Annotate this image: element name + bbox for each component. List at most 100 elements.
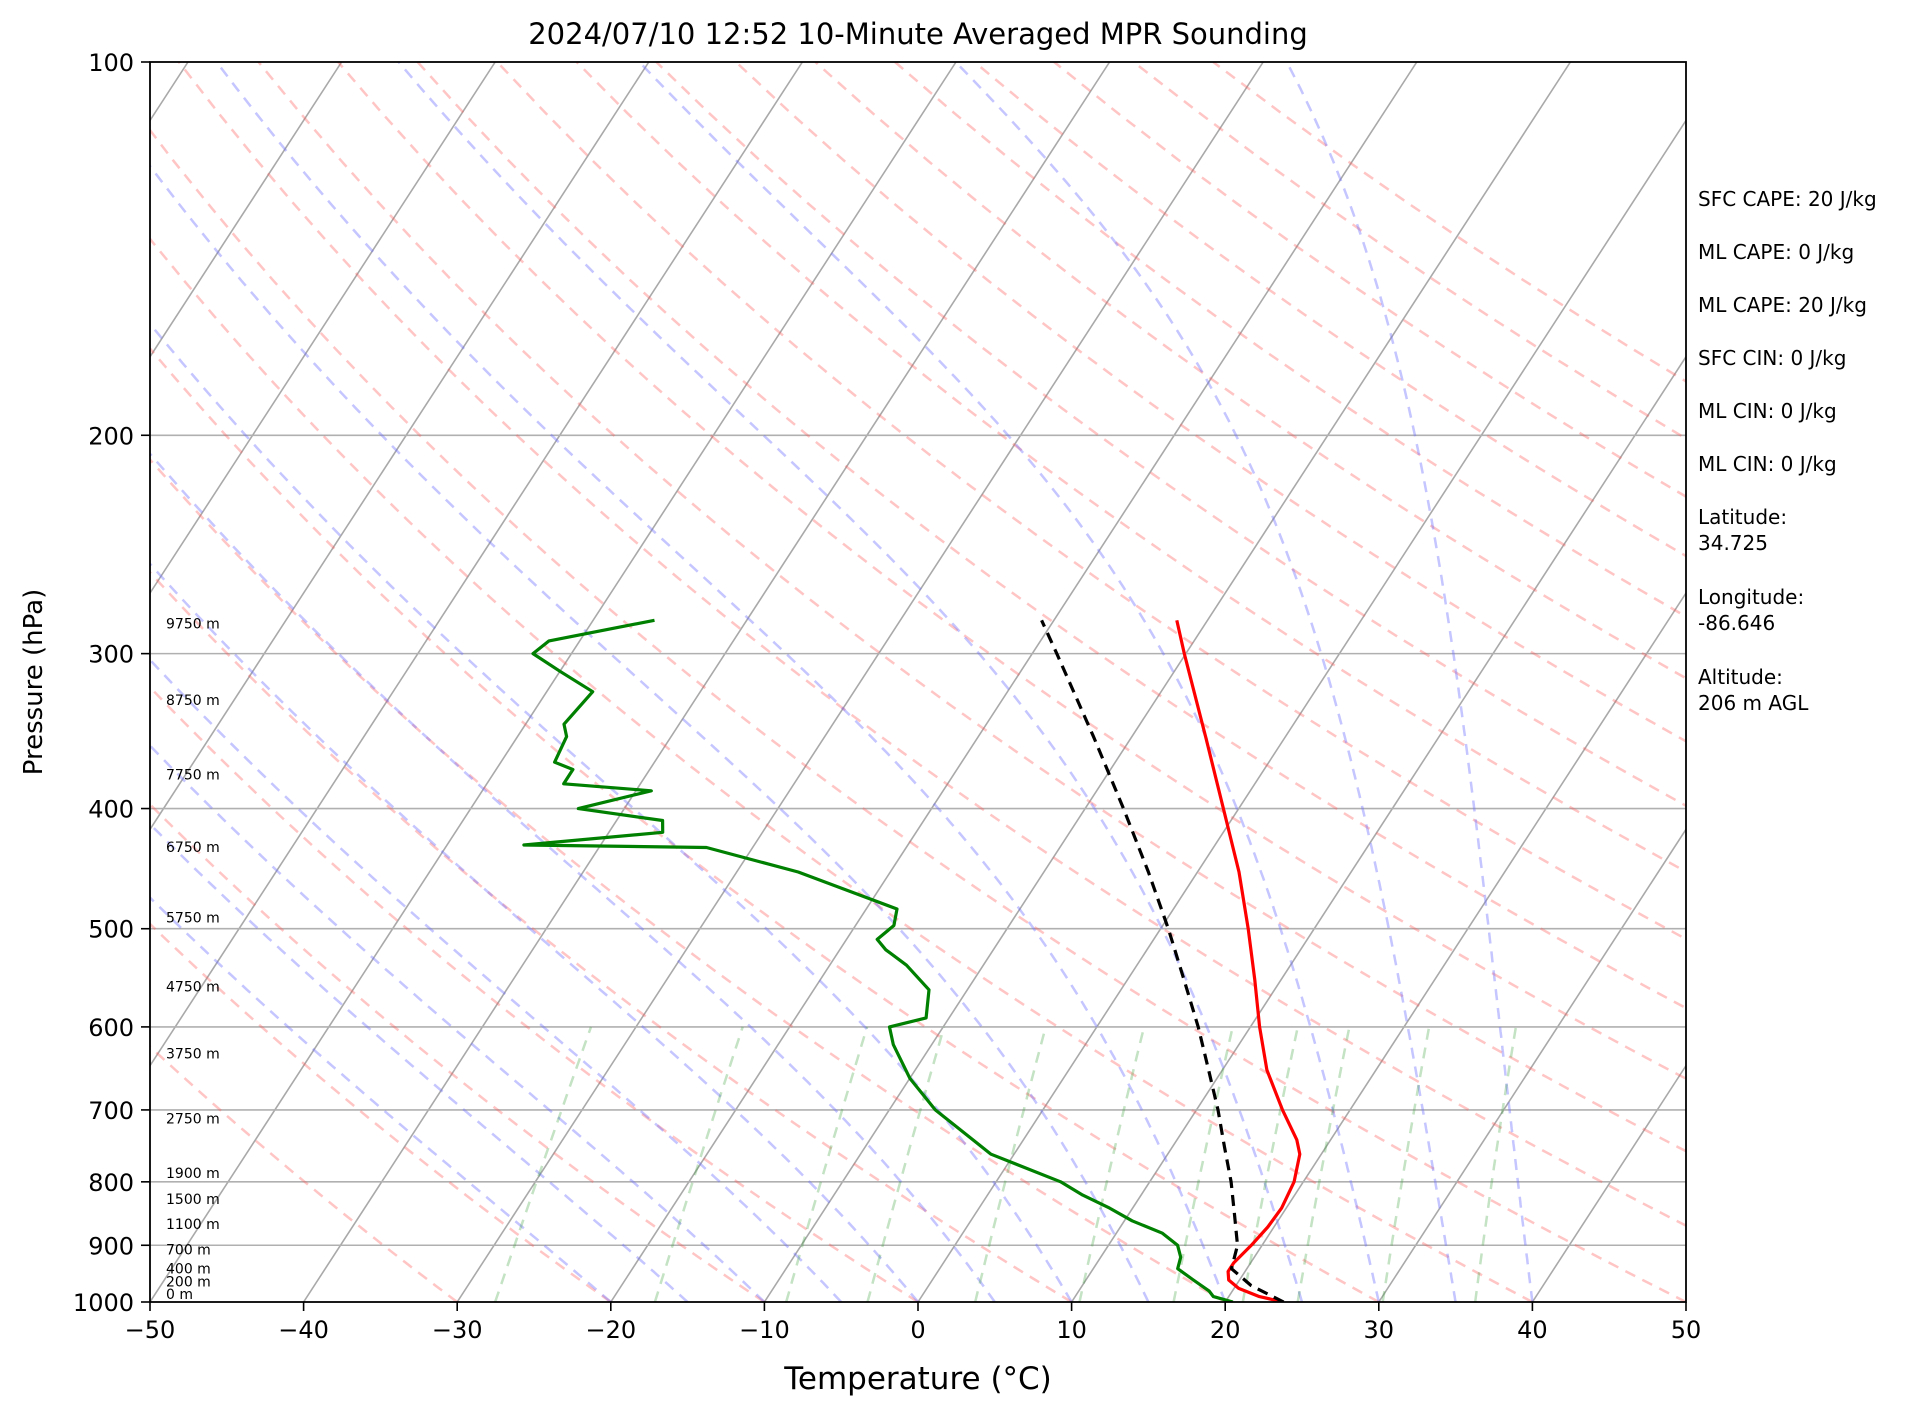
mixing-ratio-line bbox=[1241, 1026, 1300, 1302]
moist-adiabat bbox=[150, 895, 612, 1302]
x-tick-label: 30 bbox=[1364, 1316, 1395, 1344]
mixing-ratio-line bbox=[653, 1026, 744, 1302]
mixing-ratio-line bbox=[1078, 1026, 1146, 1302]
mixing-ratio-line bbox=[1381, 1026, 1431, 1302]
mixing-ratio-line bbox=[1473, 1026, 1518, 1302]
mixing-ratio-line bbox=[1172, 1026, 1234, 1302]
chart-title: 2024/07/10 12:52 10-Minute Averaged MPR … bbox=[528, 17, 1308, 51]
height-label: 200 m bbox=[166, 1274, 211, 1290]
latitude-label: Latitude: bbox=[1698, 505, 1788, 529]
ml-cin-text-2: ML CIN: 0 J/kg bbox=[1698, 452, 1837, 476]
isotherm-line bbox=[917, 118, 1686, 1302]
height-label: 9750 m bbox=[166, 617, 220, 633]
mixing-ratio-line bbox=[1296, 1026, 1351, 1302]
x-tick-label: −20 bbox=[585, 1316, 636, 1344]
y-axis-ticks: 1000 900 800 700 600 500 400 300 200 100 bbox=[73, 49, 150, 1317]
dry-adiabat bbox=[894, 62, 1686, 618]
altitude-label: Altitude: bbox=[1698, 665, 1783, 689]
dry-adiabat bbox=[973, 62, 1686, 558]
dry-adiabat bbox=[150, 128, 1686, 1302]
parcel-profile bbox=[1040, 619, 1285, 1302]
dewpoint-profile bbox=[522, 618, 1234, 1302]
moist-adiabat bbox=[150, 164, 1150, 1302]
sounding-info-panel: SFC CAPE: 20 J/kg ML CAPE: 0 J/kg ML CAP… bbox=[1698, 186, 1903, 744]
x-tick-label: −40 bbox=[278, 1316, 329, 1344]
y-tick-label: 500 bbox=[88, 916, 134, 944]
moist-adiabat bbox=[150, 451, 996, 1302]
isotherm-line bbox=[456, 62, 1264, 1302]
height-label: 700 m bbox=[166, 1243, 211, 1259]
moist-adiabat bbox=[954, 62, 1457, 1302]
y-tick-label: 200 bbox=[88, 422, 134, 450]
y-tick-label: 800 bbox=[88, 1169, 134, 1197]
isotherm-line bbox=[1224, 591, 1686, 1302]
moist-adiabat bbox=[150, 657, 843, 1302]
altitude-block: Altitude: 206 m AGL bbox=[1698, 664, 1903, 716]
height-label: 7750 m bbox=[166, 767, 220, 783]
ml-cin-text: ML CIN: 0 J/kg bbox=[1698, 399, 1837, 423]
isotherm-line bbox=[150, 62, 496, 595]
longitude-block: Longitude: -86.646 bbox=[1698, 584, 1903, 636]
y-tick-label: 100 bbox=[88, 49, 134, 77]
moist-adiabat bbox=[397, 62, 1304, 1302]
x-axis-ticks: −50 −40 −30 −20 −10 0 10 20 30 40 50 bbox=[125, 1302, 1702, 1344]
temperature-profile bbox=[1175, 619, 1302, 1302]
mixing-ratio-line bbox=[866, 1026, 946, 1302]
dry-adiabat bbox=[257, 62, 1686, 1153]
dry-adiabat bbox=[150, 457, 1226, 1302]
y-tick-label: 900 bbox=[88, 1232, 134, 1260]
ml-cape-text: ML CAPE: 0 J/kg bbox=[1698, 240, 1855, 264]
height-label: 1900 m bbox=[166, 1166, 220, 1182]
isotherm-line bbox=[1531, 1064, 1686, 1302]
mixing-ratio-line bbox=[973, 1026, 1047, 1302]
isotherm-line bbox=[763, 62, 1572, 1302]
mixing-ratio-line bbox=[784, 1026, 869, 1302]
dry-adiabat bbox=[337, 62, 1686, 1081]
y-axis-label: Pressure (hPa) bbox=[19, 589, 49, 776]
moist-adiabat bbox=[215, 62, 1227, 1302]
y-tick-label: 600 bbox=[88, 1014, 134, 1042]
isotherm-line bbox=[610, 62, 1418, 1302]
y-tick-label: 1000 bbox=[73, 1289, 134, 1317]
series-layer bbox=[522, 618, 1302, 1302]
dry-adiabat bbox=[575, 62, 1686, 874]
moist-adiabat bbox=[150, 561, 919, 1302]
mixing-ratio-line bbox=[493, 1026, 593, 1302]
longitude-value: -86.646 bbox=[1698, 611, 1776, 635]
x-tick-label: 10 bbox=[1056, 1316, 1087, 1344]
height-label: 1500 m bbox=[166, 1192, 220, 1208]
height-label: 2750 m bbox=[166, 1112, 220, 1128]
height-label: 3750 m bbox=[166, 1047, 220, 1063]
isotherm-line bbox=[1378, 827, 1686, 1302]
dry-adiabat bbox=[150, 685, 919, 1302]
dry-adiabat bbox=[150, 346, 1380, 1302]
isotherm-line bbox=[150, 62, 343, 359]
y-tick-label: 400 bbox=[88, 796, 134, 824]
isotherm-line bbox=[150, 62, 804, 1068]
height-label: 6750 m bbox=[166, 840, 220, 856]
latitude-value: 34.725 bbox=[1698, 531, 1768, 555]
isotherm-line bbox=[1070, 355, 1686, 1302]
height-label: 4750 m bbox=[166, 980, 220, 996]
x-axis-label: Temperature (°C) bbox=[783, 1361, 1052, 1397]
x-tick-label: 50 bbox=[1671, 1316, 1702, 1344]
y-tick-label: 300 bbox=[88, 641, 134, 669]
dry-adiabat bbox=[496, 62, 1686, 941]
dry-adiabat bbox=[150, 802, 766, 1302]
dry-adiabat bbox=[735, 62, 1686, 743]
ml-cape-text-2: ML CAPE: 20 J/kg bbox=[1698, 293, 1867, 317]
moist-adiabat bbox=[150, 321, 1073, 1302]
y-tick-label: 700 bbox=[88, 1097, 134, 1125]
dry-adiabat bbox=[177, 62, 1686, 1228]
height-label: 8750 m bbox=[166, 693, 220, 709]
isotherm-line bbox=[150, 62, 957, 1302]
isotherm-line bbox=[150, 62, 650, 831]
height-label: 0 m bbox=[166, 1287, 193, 1303]
dry-adiabat bbox=[150, 236, 1533, 1302]
dry-adiabat bbox=[150, 922, 612, 1302]
grid-layer bbox=[150, 62, 1686, 1302]
x-tick-label: 20 bbox=[1210, 1316, 1241, 1344]
isotherm-line bbox=[302, 62, 1111, 1302]
dry-adiabat bbox=[150, 570, 1073, 1302]
